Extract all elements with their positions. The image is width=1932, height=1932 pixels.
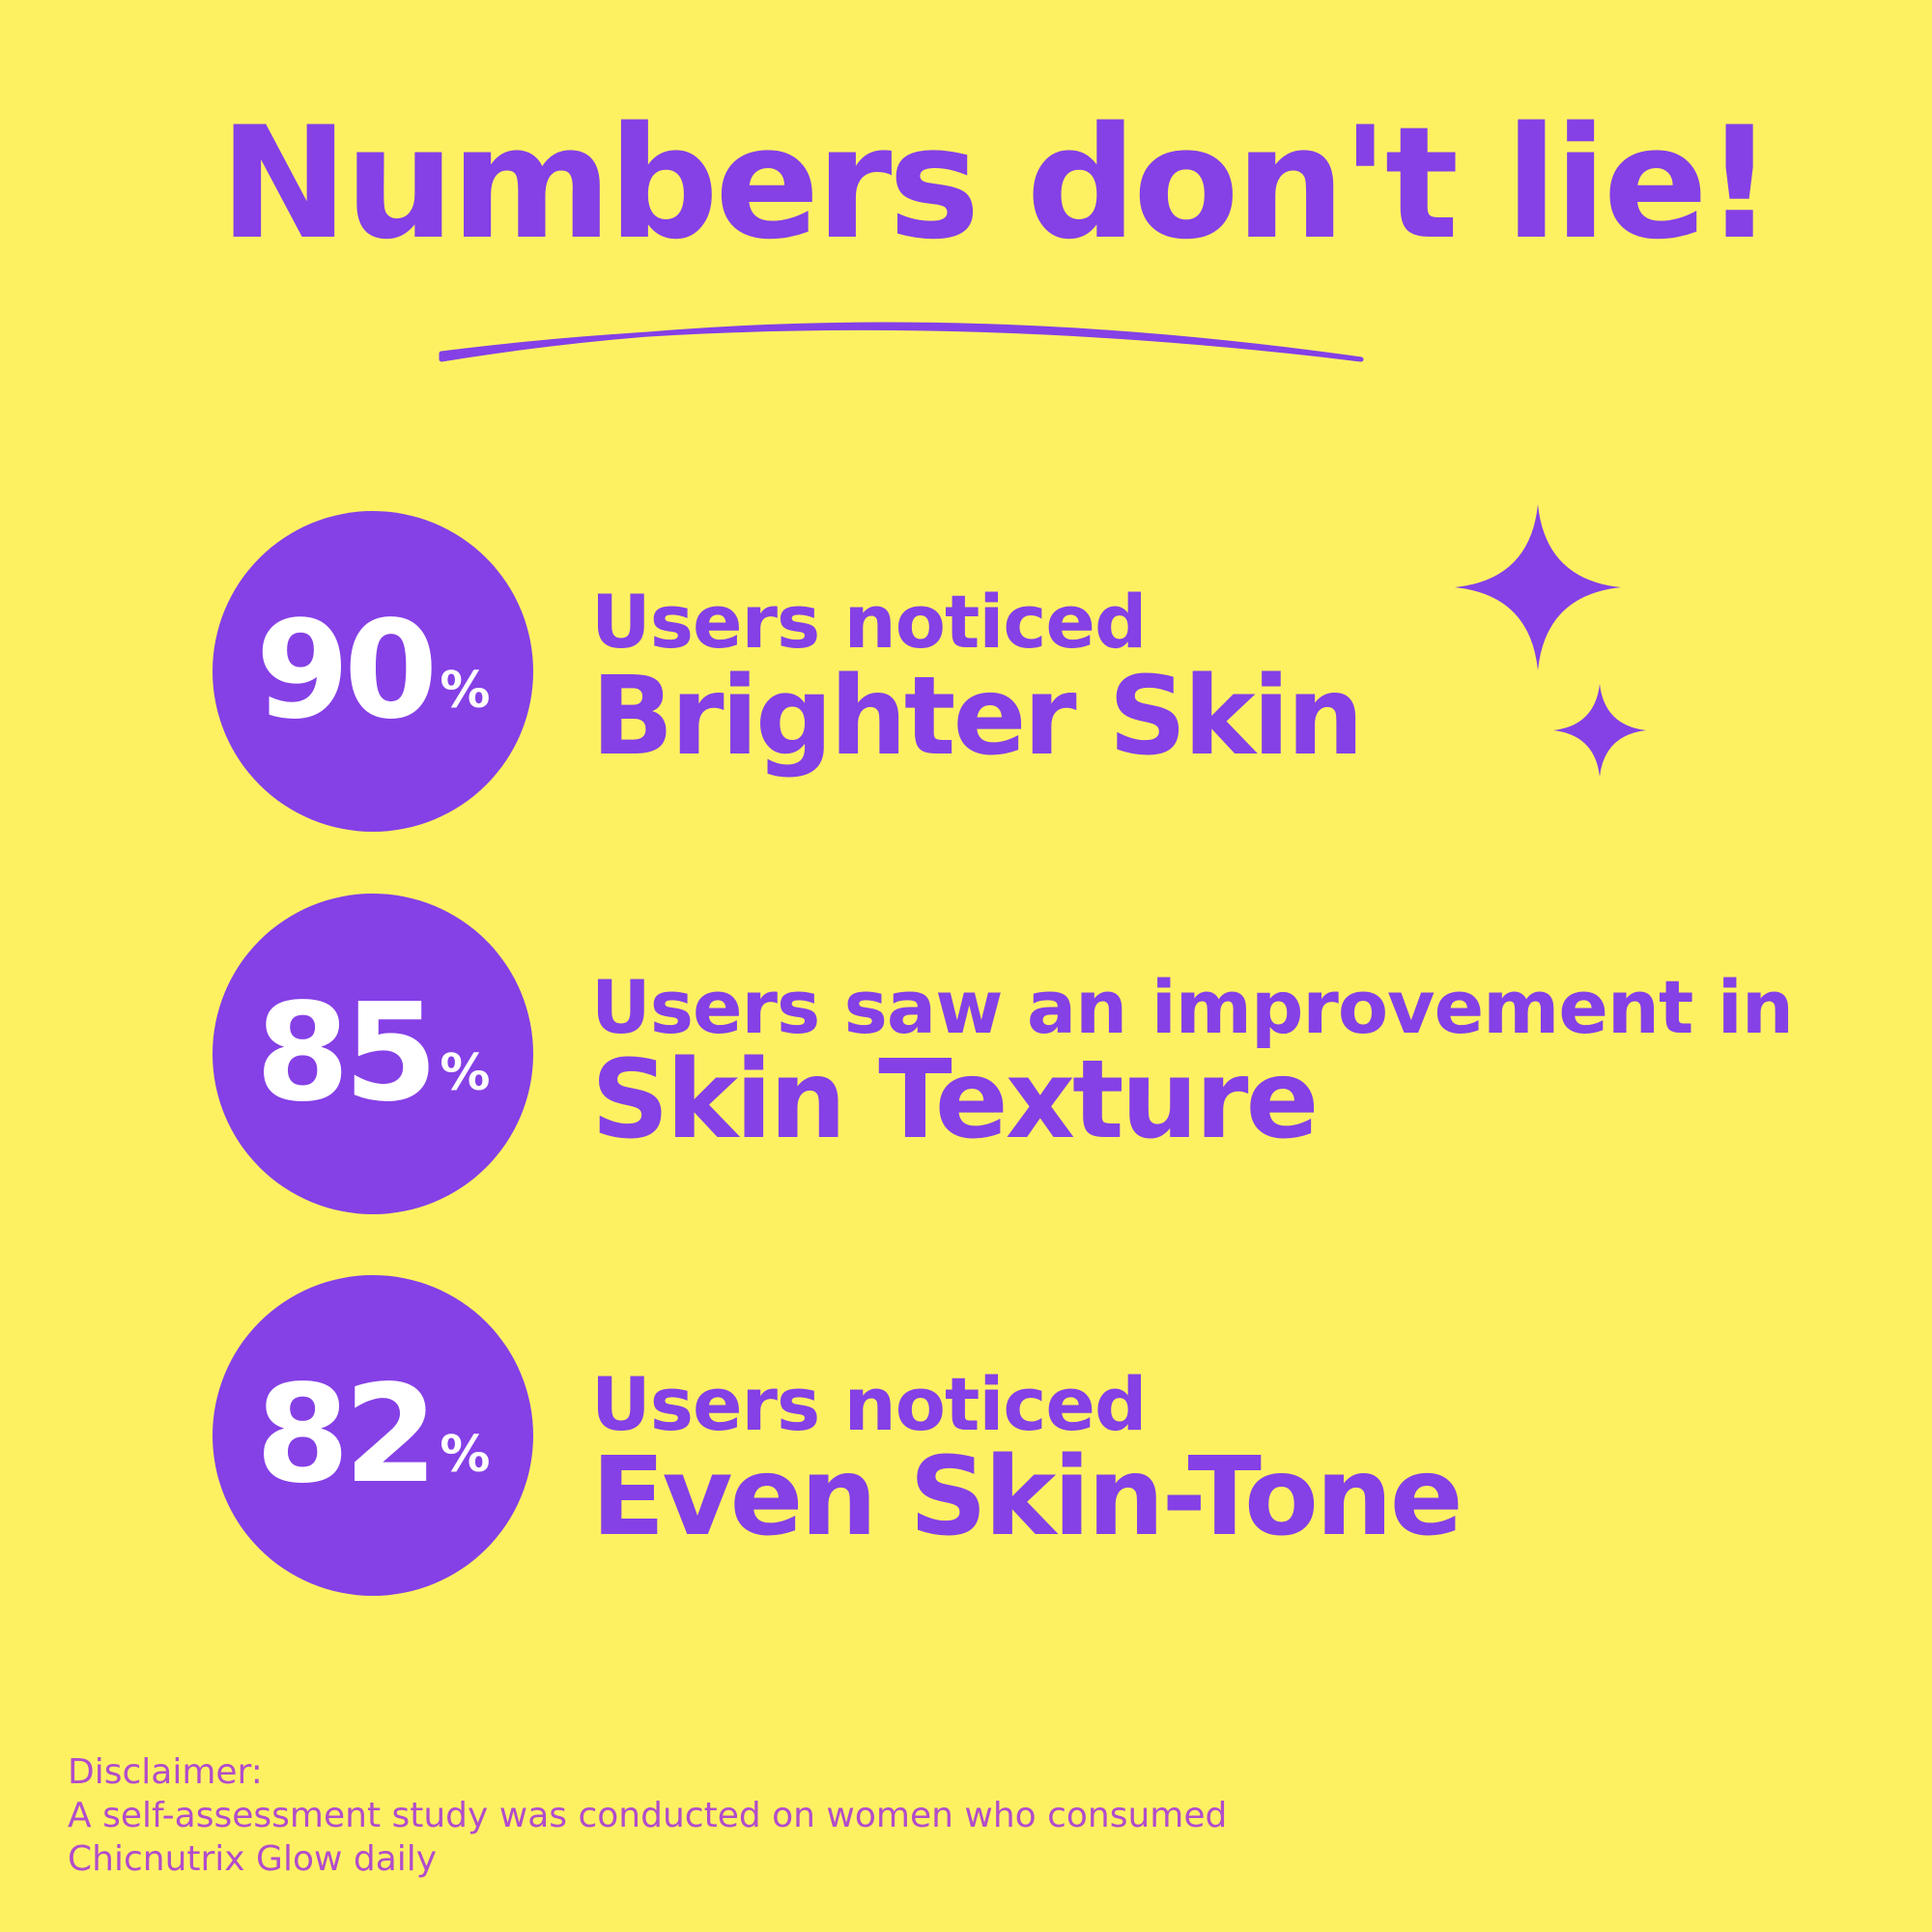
- disclaimer-heading: Disclaimer:: [68, 1752, 263, 1792]
- disclaimer: Disclaimer: A self-assessment study was …: [68, 1750, 1227, 1881]
- stat-value: 85: [255, 975, 439, 1132]
- underline-swoosh: [439, 322, 1364, 362]
- stat-lead: Users saw an improvement in: [591, 964, 1794, 1050]
- stat-unit: %: [440, 662, 491, 720]
- stat-circle-82: 82%: [213, 1275, 533, 1596]
- stat-value: 90: [255, 592, 439, 750]
- stat-circle-85: 85%: [213, 894, 533, 1214]
- disclaimer-line: A self-assessment study was conducted on…: [68, 1796, 1228, 1835]
- stat-highlight: Brighter Skin: [591, 654, 1364, 780]
- stat-unit: %: [440, 1426, 491, 1484]
- stat-lead: Users noticed: [591, 579, 1147, 665]
- sparkle-icon: [1455, 504, 1621, 670]
- stat-highlight: Even Skin-Tone: [591, 1435, 1463, 1560]
- disclaimer-line: Chicnutrix Glow daily: [68, 1839, 438, 1879]
- stat-unit: %: [440, 1044, 491, 1102]
- stat-lead: Users noticed: [591, 1361, 1147, 1447]
- stat-circle-90: 90%: [213, 511, 533, 832]
- stat-value: 82: [255, 1356, 439, 1514]
- sparkle-icon: [1553, 684, 1646, 777]
- page-title: Numbers don't lie!: [218, 93, 1775, 273]
- stat-highlight: Skin Texture: [591, 1037, 1319, 1163]
